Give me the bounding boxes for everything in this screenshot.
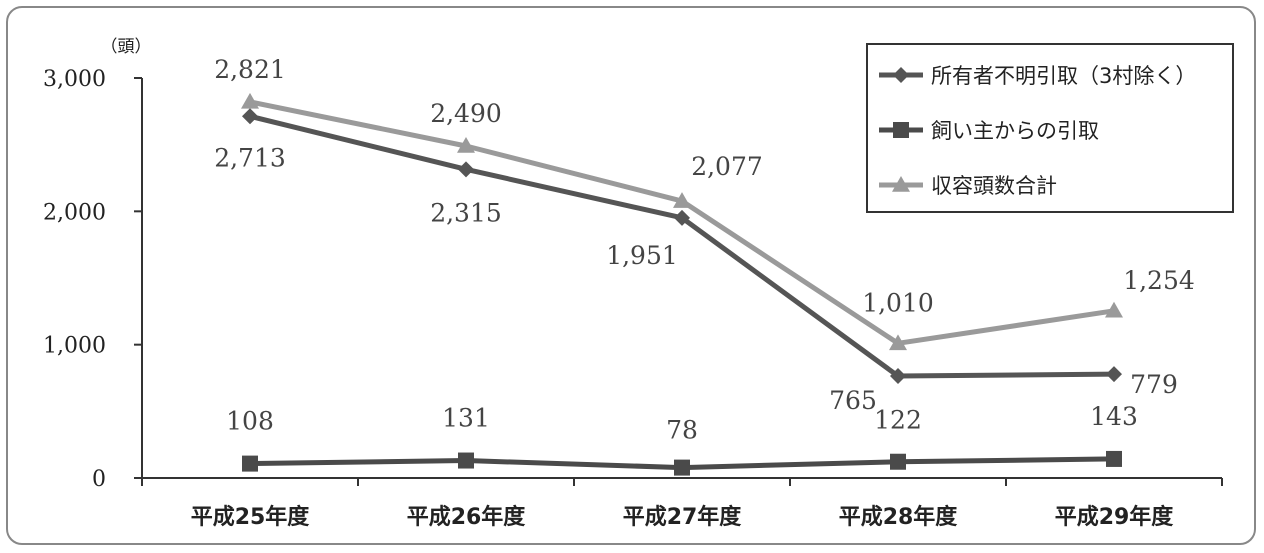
data-point [458, 452, 474, 469]
data-label: 108 [226, 407, 274, 436]
data-point [1106, 366, 1122, 383]
legend-marker [892, 176, 910, 192]
data-label: 2,315 [430, 198, 502, 227]
x-tick-label: 平成25年度 [191, 504, 311, 530]
data-point [1106, 450, 1122, 467]
x-tick-label: 平成29年度 [1055, 504, 1175, 530]
legend-label: 飼い主からの引取 [931, 119, 1099, 143]
x-tick-label: 平成27年度 [623, 504, 743, 530]
data-point [242, 108, 258, 125]
data-label: 2,713 [214, 143, 286, 172]
y-tick-label: 1,000 [43, 334, 106, 359]
data-point [674, 459, 690, 476]
data-label: 779 [1130, 370, 1178, 399]
data-point [457, 137, 475, 153]
data-point [890, 453, 906, 470]
legend-label: 所有者不明引取（3村除く） [931, 64, 1196, 88]
legend [866, 43, 1234, 213]
data-label: 131 [442, 404, 490, 433]
data-point [673, 192, 691, 208]
legend-marker [893, 122, 909, 138]
data-label: 143 [1090, 402, 1138, 431]
data-label: 1,951 [606, 241, 678, 270]
data-point [674, 209, 690, 226]
y-tick-label: 0 [92, 467, 106, 492]
legend-marker [893, 67, 909, 83]
x-tick-label: 平成28年度 [839, 504, 959, 530]
data-point [889, 334, 907, 351]
data-label: 2,490 [430, 99, 502, 128]
data-label: 78 [666, 416, 698, 445]
data-label: 2,077 [691, 152, 763, 181]
data-label: 1,254 [1123, 266, 1195, 295]
data-point [890, 368, 906, 384]
data-point [241, 92, 259, 109]
data-label: 2,821 [214, 55, 286, 84]
data-label: 765 [829, 386, 877, 415]
y-tick-label: 3,000 [43, 67, 106, 92]
data-label: 1,010 [862, 288, 934, 317]
x-tick-label: 平成26年度 [407, 504, 527, 530]
y-tick-label: 2,000 [43, 200, 106, 225]
legend-label: 収容頭数合計 [931, 174, 1057, 198]
data-point [1105, 301, 1123, 318]
data-point [458, 161, 474, 178]
data-label: 122 [874, 406, 922, 435]
y-axis-unit: （頭） [101, 37, 152, 57]
data-point [242, 455, 258, 472]
